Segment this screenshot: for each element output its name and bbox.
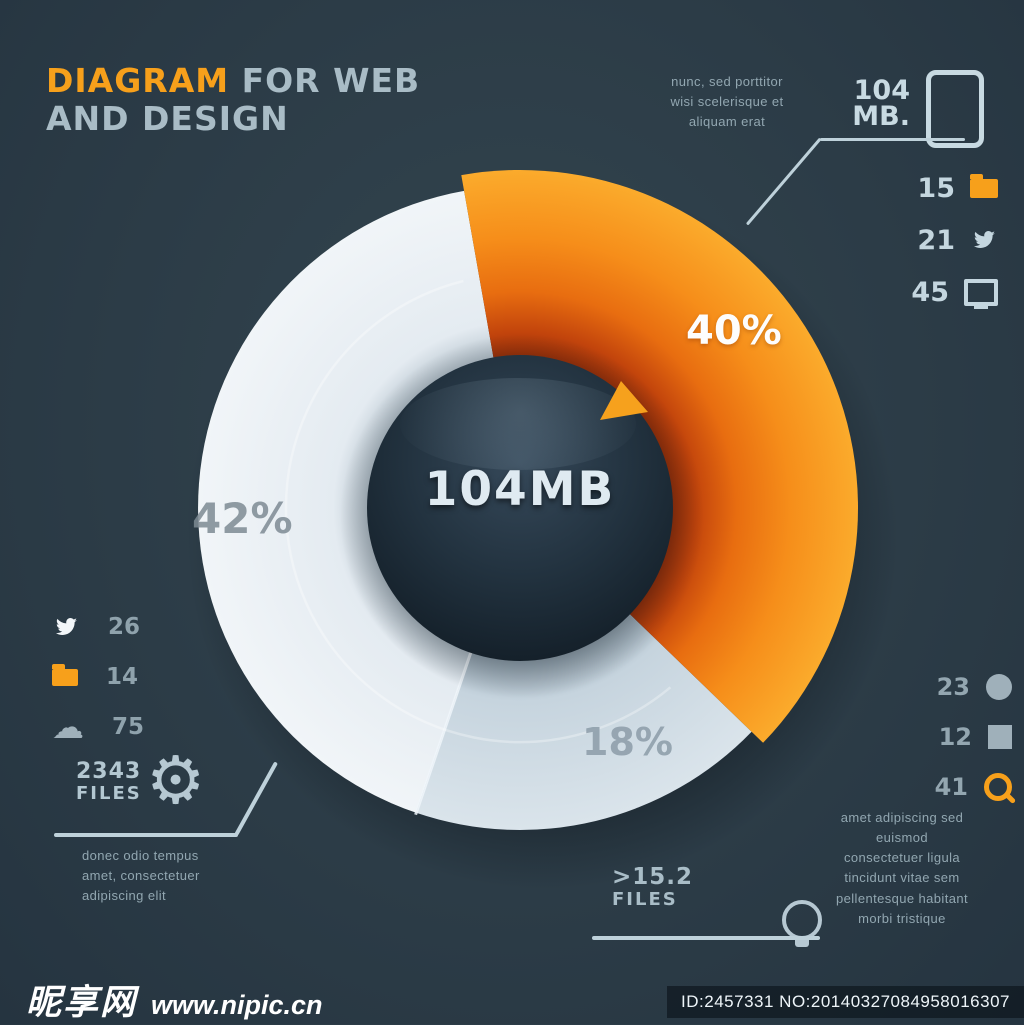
- legend-value: 75: [112, 714, 145, 740]
- paragraph-line: euismod: [876, 830, 928, 846]
- cloud-icon: ☁: [52, 708, 84, 746]
- legend-value: 45: [911, 276, 949, 308]
- top-right-legend: 15 21 45: [856, 162, 998, 318]
- stat-value: 104: [853, 75, 910, 106]
- connector-line-bottom-center: [592, 936, 820, 940]
- bottom-left-paragraph: donec odio tempus amet, consectetuer adi…: [82, 846, 322, 906]
- paragraph-line: amet, consectetuer: [82, 868, 200, 884]
- legend-value: 12: [938, 723, 972, 751]
- bottom-right-paragraph: amet adipiscing sed euismod consectetuer…: [788, 808, 1016, 929]
- folder-icon: [970, 173, 998, 198]
- left-legend: 26 14 ☁ 75: [52, 602, 182, 752]
- page-title: DIAGRAM FOR WEB AND DESIGN: [46, 62, 420, 138]
- legend-row: 21: [856, 214, 998, 266]
- legend-row: 41: [876, 762, 1012, 812]
- title-line2: AND DESIGN: [46, 98, 289, 138]
- connector-line-top-right: [820, 138, 965, 141]
- legend-row: 14: [52, 652, 182, 702]
- legend-value: 21: [917, 224, 955, 256]
- paragraph-line: pellentesque habitant: [835, 890, 968, 906]
- legend-row: 12: [876, 712, 1012, 762]
- legend-value: 15: [917, 172, 955, 204]
- bird-icon: [55, 618, 77, 635]
- stat-value: 2343: [76, 759, 142, 784]
- connector-line-bottom-left: [54, 833, 238, 837]
- stat-unit: FILES: [612, 889, 678, 911]
- legend-row: 15: [856, 162, 998, 214]
- search-icon: [984, 773, 1012, 801]
- paragraph-line: tincidunt vitae sem: [844, 870, 960, 886]
- top-right-paragraph: nunc, sed porttitor wisi scelerisque et …: [608, 72, 846, 132]
- square-icon: [988, 725, 1012, 749]
- smartphone-icon: [926, 70, 984, 148]
- bird-icon: [973, 231, 995, 248]
- chart-center-label: 104MB: [424, 462, 616, 517]
- paragraph-line: donec odio tempus: [82, 848, 199, 863]
- legend-row: ☁ 75: [52, 702, 182, 752]
- segment-label-lower: 18%: [582, 720, 673, 764]
- legend-row: 45: [856, 266, 998, 318]
- stat-value: >15.2: [612, 864, 694, 890]
- stat-unit: MB.: [852, 101, 910, 133]
- paragraph-line: adipiscing elit: [82, 888, 167, 904]
- segment-label-featured: 40%: [686, 308, 782, 354]
- legend-value: 26: [108, 614, 141, 640]
- legend-value: 41: [934, 773, 968, 801]
- title-rest: FOR WEB: [229, 61, 421, 100]
- bottom-right-legend: 23 12 41: [876, 662, 1012, 812]
- folder-icon: [52, 663, 78, 686]
- legend-row: 23: [876, 662, 1012, 712]
- paragraph-line: aliquam erat: [688, 114, 766, 130]
- stat-files-bottom-left: 2343 FILES: [76, 759, 142, 805]
- segment-label-left: 42%: [192, 494, 293, 543]
- watermark-id: ID:2457331 NO:20140327084958016307: [667, 986, 1024, 1018]
- paragraph-line: amet adipiscing sed: [840, 810, 964, 825]
- circle-icon: [986, 674, 1012, 700]
- legend-row: 26: [52, 602, 182, 652]
- watermark: 昵享网 www.nipic.cn: [26, 974, 323, 1025]
- stat-files-bottom-center: >15.2 FILES: [612, 864, 693, 911]
- stat-unit: FILES: [76, 783, 142, 805]
- watermark-site-name: 昵享网: [26, 983, 138, 1022]
- stat-104mb: 104 MB.: [798, 75, 910, 133]
- paragraph-line: morbi tristique: [858, 910, 946, 926]
- paragraph-line: consectetuer ligula: [844, 850, 960, 866]
- paragraph-line: wisi scelerisque et: [670, 94, 784, 110]
- legend-value: 23: [936, 673, 970, 701]
- paragraph-line: nunc, sed porttitor: [671, 74, 783, 89]
- legend-value: 14: [106, 664, 139, 690]
- monitor-icon: [964, 278, 998, 309]
- watermark-site-url: www.nipic.cn: [151, 990, 323, 1020]
- gear-icon: ⚙: [146, 742, 206, 819]
- title-highlight: DIAGRAM: [46, 61, 230, 100]
